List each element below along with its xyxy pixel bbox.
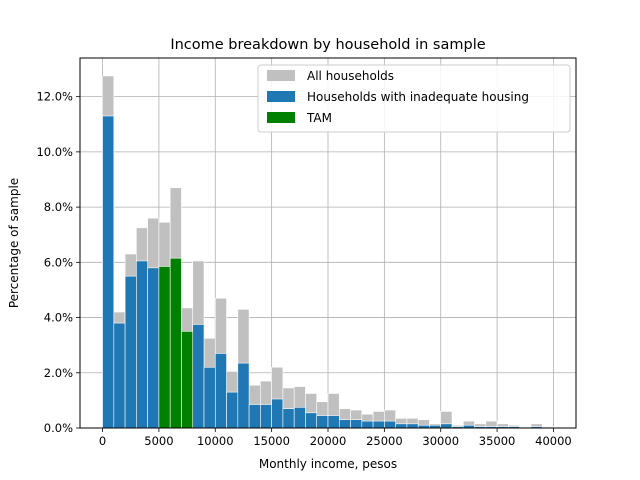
bar-inadequate-housing: [293, 406, 306, 429]
bar-inadequate-housing: [237, 362, 250, 429]
x-tick-label: 10000: [197, 434, 234, 448]
legend-swatch-inadequate-housing: [267, 91, 295, 102]
legend: All households Households with inadequat…: [257, 64, 571, 133]
legend-swatch-tam: [267, 112, 295, 123]
x-tick-label: 30000: [422, 434, 459, 448]
bar-inadequate-housing: [305, 412, 318, 429]
y-tick-label: 0.0%: [44, 421, 73, 435]
legend-label-inadequate-housing: Households with inadequate housing: [307, 90, 529, 104]
legend-swatch-all-households: [267, 70, 295, 81]
y-tick-label: 2.0%: [44, 366, 73, 380]
x-axis-label: Monthly income, pesos: [259, 457, 397, 471]
bar-inadequate-housing: [124, 275, 137, 429]
bar-inadequate-housing: [102, 115, 115, 429]
x-tick-label: 25000: [366, 434, 403, 448]
bar-inadequate-housing: [192, 324, 205, 429]
x-tick-label: 20000: [310, 434, 347, 448]
y-tick-label: 8.0%: [44, 200, 73, 214]
chart-title: Income breakdown by household in sample: [170, 37, 485, 53]
bar-inadequate-housing: [203, 366, 216, 429]
y-axis-label: Percentage of sample: [7, 178, 21, 308]
bar-inadequate-housing: [384, 420, 396, 429]
bar-inadequate-housing: [282, 408, 295, 429]
bar-inadequate-housing: [395, 423, 408, 429]
y-tick-label: 10.0%: [36, 145, 73, 159]
bar-inadequate-housing: [327, 415, 340, 429]
bar-inadequate-housing: [361, 420, 374, 429]
bar-tam: [158, 266, 171, 429]
bar-inadequate-housing: [113, 322, 126, 429]
bar-tam: [181, 331, 194, 429]
bar-inadequate-housing: [406, 423, 419, 429]
y-axis-ticks: 0.0% 2.0% 4.0% 6.0% 8.0% 10.0% 12.0%: [36, 90, 80, 435]
histogram-bars: [102, 75, 554, 429]
legend-label-all-households: All households: [307, 69, 394, 83]
bar-inadequate-housing: [214, 353, 227, 429]
bar-inadequate-housing: [440, 423, 453, 429]
y-tick-label: 6.0%: [44, 255, 73, 269]
bar-inadequate-housing: [271, 398, 284, 429]
x-tick-label: 15000: [253, 434, 290, 448]
bar-inadequate-housing: [316, 415, 329, 429]
legend-label-tam: TAM: [306, 111, 332, 125]
x-axis-ticks: 0 5000 10000 15000 20000 25000 30000 35000 40000: [99, 428, 572, 448]
bar-tam: [169, 257, 182, 429]
legend-frame: [257, 64, 571, 133]
bar-inadequate-housing: [147, 267, 160, 429]
bar-inadequate-housing: [338, 419, 351, 429]
x-tick-label: 0: [99, 434, 106, 448]
bar-inadequate-housing: [248, 404, 261, 429]
x-tick-label: 40000: [535, 434, 572, 448]
bar-inadequate-housing: [350, 419, 363, 429]
bar-inadequate-housing: [226, 391, 239, 429]
bar-inadequate-housing: [260, 404, 272, 429]
y-tick-label: 4.0%: [44, 311, 73, 325]
x-tick-label: 5000: [144, 434, 173, 448]
y-tick-label: 12.0%: [36, 90, 73, 104]
x-tick-label: 35000: [479, 434, 516, 448]
bar-inadequate-housing: [372, 420, 385, 429]
bar-inadequate-housing: [136, 260, 148, 429]
